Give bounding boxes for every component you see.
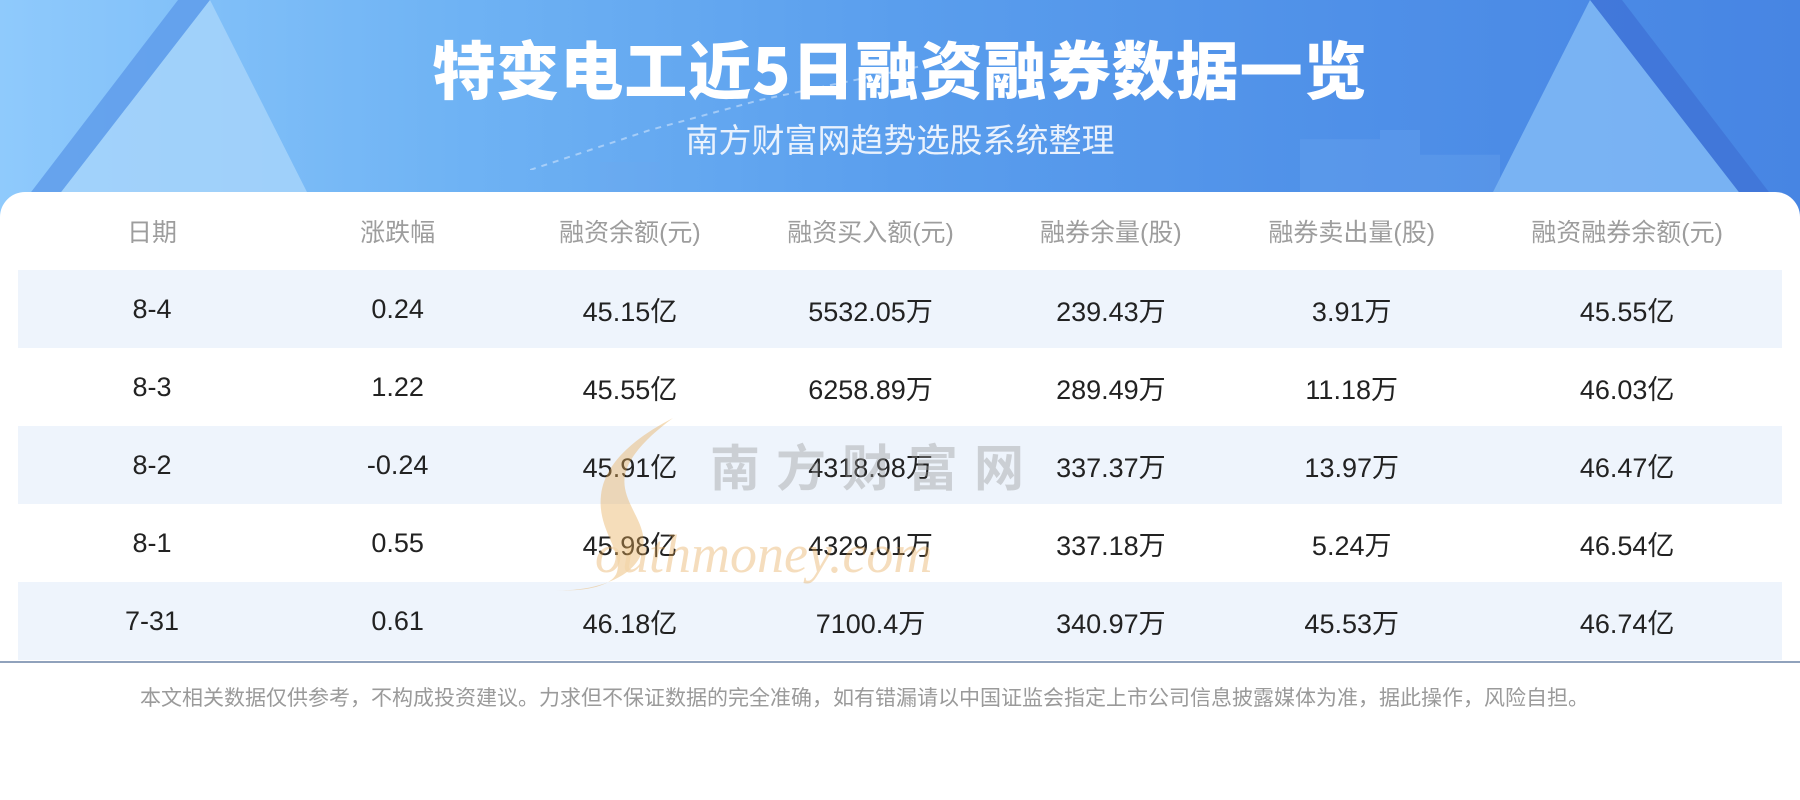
svg-text:outhmoney.com: outhmoney.com	[595, 524, 932, 584]
svg-text:南方财富网: 南方财富网	[710, 429, 1040, 501]
